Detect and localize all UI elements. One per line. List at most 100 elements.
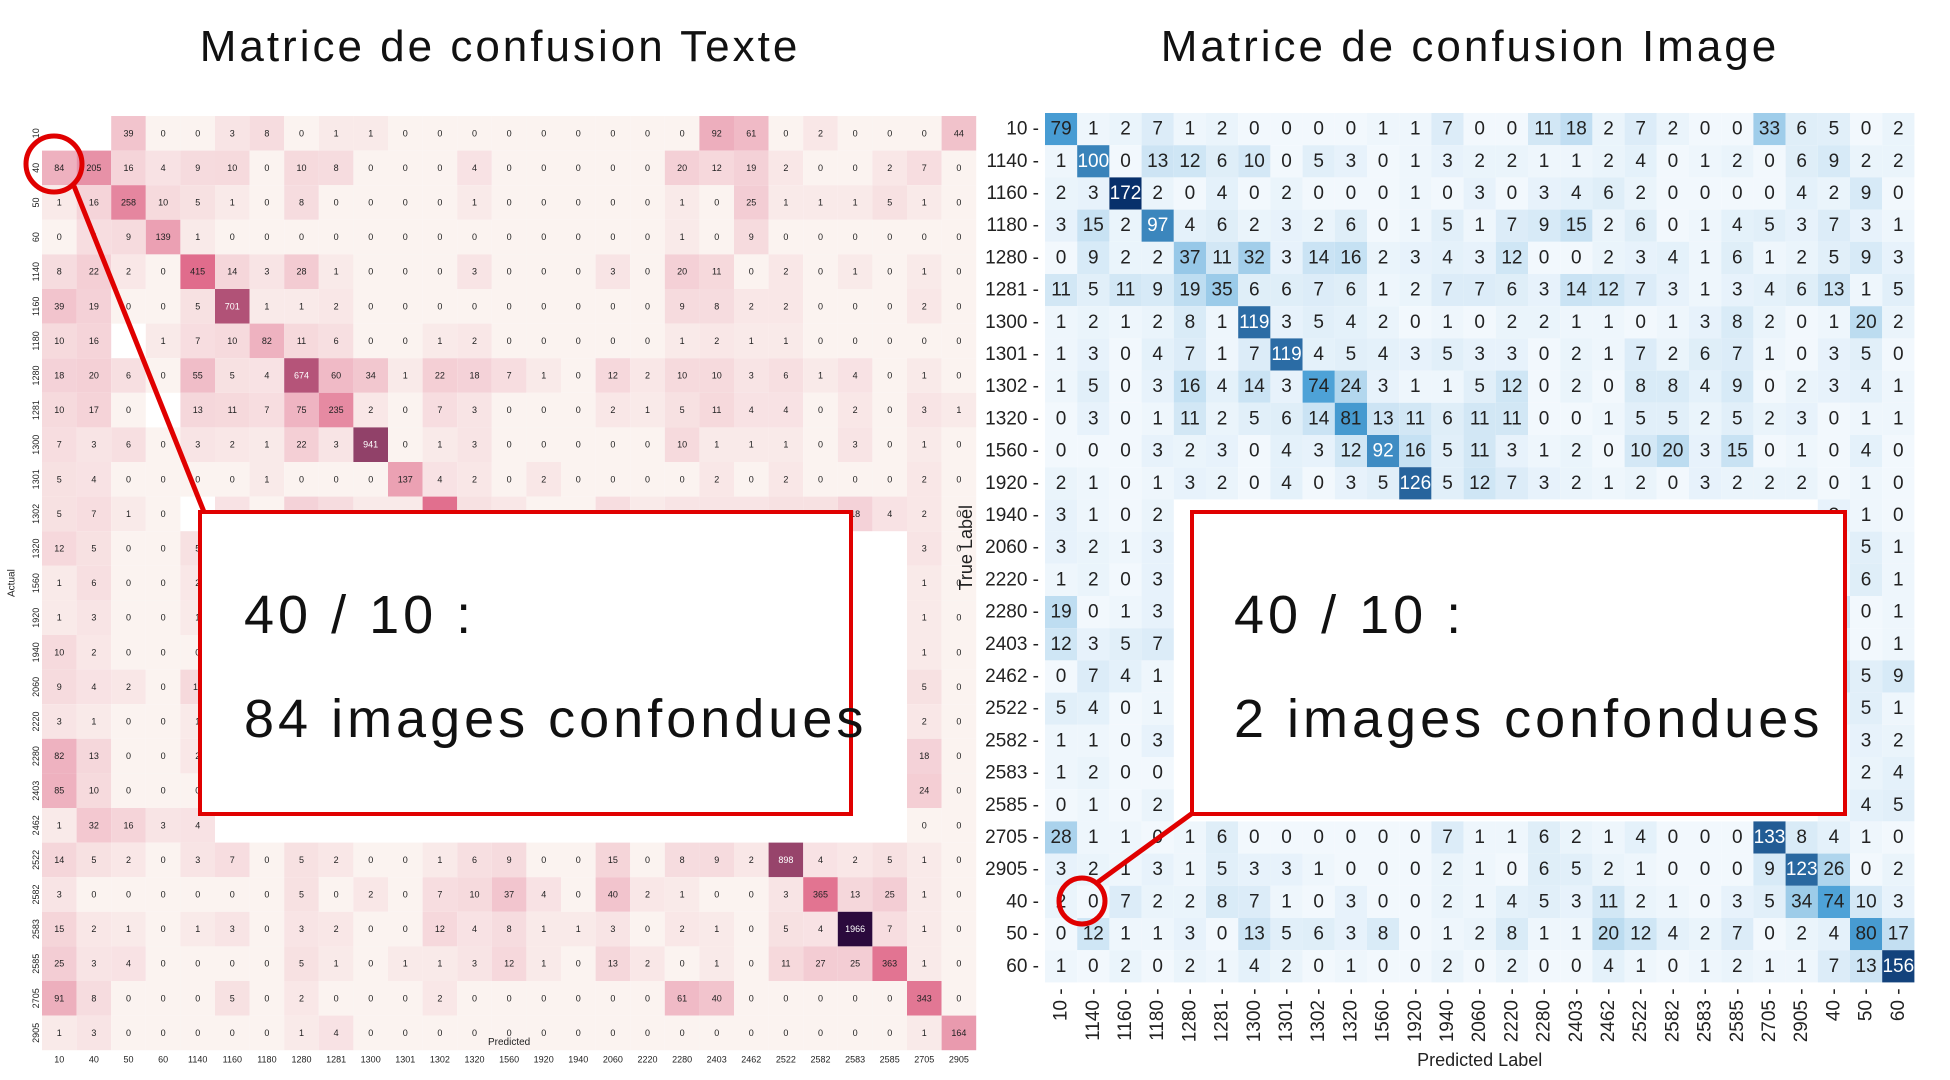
matrix-0-cell-value: 4 xyxy=(161,163,166,173)
matrix-0-cell-value: 16 xyxy=(89,198,99,208)
matrix-1-cell-value: 0 xyxy=(1700,119,1711,140)
matrix-1-cell-value: 7 xyxy=(1442,119,1453,140)
matrix-0-cell-value: 1 xyxy=(714,924,719,934)
matrix-0-cell-value: 2 xyxy=(126,682,131,692)
matrix-0-cell xyxy=(561,254,596,289)
matrix-0-cell xyxy=(664,219,700,255)
matrix-0-cell xyxy=(491,427,527,462)
matrix-1-cell xyxy=(1141,596,1174,629)
matrix-1-cell xyxy=(1141,177,1174,210)
matrix-0-cell xyxy=(768,219,804,255)
matrix-0-cell xyxy=(872,496,907,532)
matrix-1-cell xyxy=(1045,531,1078,564)
matrix-1-cell-value: 0 xyxy=(1056,408,1067,429)
matrix-1-cell xyxy=(1785,467,1818,500)
matrix-1-cell xyxy=(1721,821,1754,854)
matrix-1-cell-value: 0 xyxy=(1378,859,1389,880)
matrix-1-cell-value: 3 xyxy=(1056,505,1067,526)
matrix-1-cell-value: 3 xyxy=(1152,859,1163,880)
matrix-1-y-tick-label: 2060 - xyxy=(985,537,1039,558)
matrix-1-cell xyxy=(1785,113,1818,146)
matrix-0-cell-value: 1 xyxy=(437,855,442,865)
matrix-1-cell-value: 11 xyxy=(1470,408,1490,429)
matrix-1-cell xyxy=(1656,435,1689,468)
matrix-0-y-tick-label: 50 xyxy=(31,197,41,207)
matrix-1-cell xyxy=(1367,370,1400,403)
matrix-0-cell-value: 0 xyxy=(541,405,546,415)
text-annotation-count: 84 images confondues xyxy=(244,689,868,749)
matrix-1-cell xyxy=(1077,145,1110,178)
matrix-1-cell-value: 0 xyxy=(1346,183,1357,204)
matrix-1-cell xyxy=(1753,918,1786,951)
matrix-1-cell xyxy=(1367,467,1400,500)
matrix-0-cell-value: 3 xyxy=(472,440,477,450)
matrix-0-cell xyxy=(561,877,596,912)
matrix-1-cell xyxy=(1367,274,1400,307)
matrix-0-cell-value: 0 xyxy=(956,855,961,865)
matrix-1-cell xyxy=(1850,918,1883,951)
matrix-0-cell xyxy=(872,1015,907,1051)
matrix-0-cell xyxy=(76,358,112,393)
matrix-0-cell-value: 3 xyxy=(610,267,615,277)
matrix-0-cell-value: 701 xyxy=(225,301,240,311)
matrix-0-cell xyxy=(803,185,838,220)
matrix-1-cell-value: 3 xyxy=(1152,569,1163,590)
matrix-0-cell-value: 0 xyxy=(749,924,754,934)
matrix-1-cell xyxy=(1334,145,1367,178)
matrix-1-cell xyxy=(1399,177,1432,210)
matrix-0-cell-value: 0 xyxy=(853,301,858,311)
matrix-0-cell-value: 1 xyxy=(922,855,927,865)
matrix-0-cell xyxy=(664,392,700,428)
matrix-0-cell xyxy=(76,704,112,739)
matrix-0-cell xyxy=(180,946,215,981)
matrix-0-cell xyxy=(595,254,631,289)
matrix-1-cell-value: 2 xyxy=(1185,441,1196,462)
matrix-1-cell xyxy=(1850,274,1883,307)
matrix-0-cell-value: 0 xyxy=(956,474,961,484)
matrix-1-cell xyxy=(1495,467,1528,500)
matrix-0-cell-value: 0 xyxy=(922,128,927,138)
matrix-1-cell xyxy=(1463,950,1496,983)
matrix-1-x-tick-label: 40 - xyxy=(1823,988,1844,1021)
matrix-1-cell-value: 5 xyxy=(1635,408,1646,429)
matrix-0-cell-value: 0 xyxy=(956,786,961,796)
matrix-1-cell-value: 4 xyxy=(1700,376,1711,397)
matrix-1-cell-value: 6 xyxy=(1732,247,1743,268)
matrix-1-cell-value: 5 xyxy=(1474,376,1485,397)
matrix-1-cell xyxy=(1721,885,1754,918)
matrix-1-cell-value: 20 xyxy=(1662,441,1683,462)
matrix-1-cell xyxy=(1270,853,1303,886)
matrix-0-cell xyxy=(491,185,527,220)
matrix-1-cell xyxy=(1656,467,1689,500)
matrix-1-cell xyxy=(1689,950,1722,983)
matrix-1-cell xyxy=(1270,435,1303,468)
matrix-0-cell xyxy=(318,981,354,1016)
matrix-0-cell xyxy=(42,911,77,947)
matrix-1-cell-value: 0 xyxy=(1313,473,1324,494)
matrix-0-cell xyxy=(111,219,146,255)
matrix-0-cell-value: 9 xyxy=(126,232,131,242)
matrix-0-cell-value: 9 xyxy=(57,682,62,692)
matrix-1-cell-value: 1 xyxy=(1217,344,1228,365)
matrix-1-cell-value: 0 xyxy=(1474,956,1485,977)
matrix-1-x-tick-label: 2522 - xyxy=(1630,988,1651,1042)
matrix-0-cell-value: 0 xyxy=(956,371,961,381)
matrix-0-cell-value: 8 xyxy=(334,163,339,173)
matrix-0-cell xyxy=(526,392,561,428)
matrix-1-cell-value: 0 xyxy=(1346,827,1357,848)
matrix-1-cell xyxy=(1850,789,1883,822)
matrix-1-cell-value: 0 xyxy=(1249,473,1260,494)
matrix-0-x-tick-label: 40 xyxy=(89,1055,99,1065)
matrix-1-cell xyxy=(1721,113,1754,146)
matrix-0-cell-value: 0 xyxy=(714,1028,719,1038)
matrix-1-y-tick-label: 1180 - xyxy=(987,215,1039,236)
matrix-0-cell xyxy=(630,877,665,912)
matrix-0-cell-value: 4 xyxy=(437,474,442,484)
matrix-1-cell-value: 3 xyxy=(1249,859,1260,880)
matrix-0-cell xyxy=(76,981,112,1016)
matrix-0-cell-value: 0 xyxy=(91,890,96,900)
matrix-0-cell-value: 8 xyxy=(680,855,685,865)
matrix-1-cell xyxy=(1077,950,1110,983)
matrix-0-y-tick-label: 2462 xyxy=(31,815,41,835)
matrix-1-cell xyxy=(1367,306,1400,339)
